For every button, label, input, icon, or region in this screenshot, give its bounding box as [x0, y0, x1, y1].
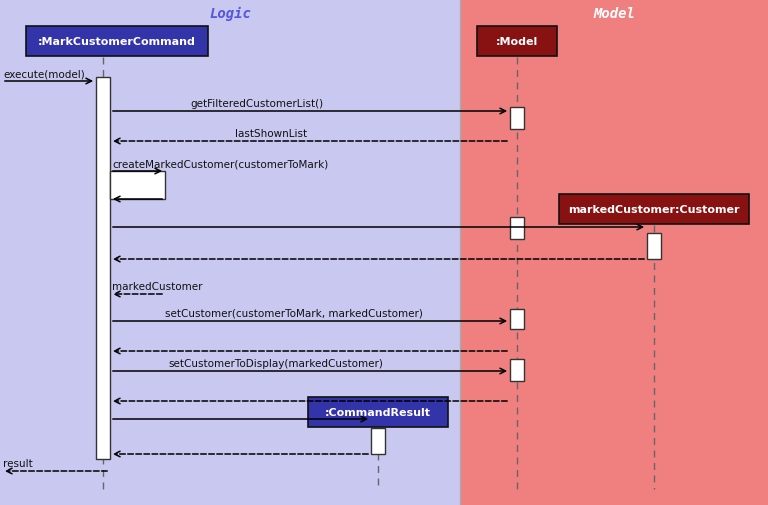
Bar — [510, 108, 524, 130]
Text: markedCustomer: markedCustomer — [112, 281, 203, 291]
Bar — [510, 218, 524, 239]
Bar — [477, 27, 557, 57]
Bar — [110, 172, 165, 199]
Text: Model: Model — [593, 7, 635, 21]
Text: createMarkedCustomer(customerToMark): createMarkedCustomer(customerToMark) — [112, 159, 328, 169]
Bar — [510, 359, 524, 381]
Bar — [308, 397, 448, 427]
Text: result: result — [3, 458, 33, 468]
Text: Logic: Logic — [209, 7, 251, 21]
Bar — [510, 310, 524, 329]
Bar — [26, 27, 208, 57]
Bar — [96, 78, 110, 459]
Text: :Model: :Model — [496, 37, 538, 47]
Text: markedCustomer:Customer: markedCustomer:Customer — [568, 205, 740, 215]
Text: :MarkCustomerCommand: :MarkCustomerCommand — [38, 37, 196, 47]
Bar — [371, 428, 385, 454]
Text: setCustomer(customerToMark, markedCustomer): setCustomer(customerToMark, markedCustom… — [165, 309, 423, 318]
Polygon shape — [0, 0, 460, 505]
Text: lastShownList: lastShownList — [235, 129, 307, 139]
Polygon shape — [460, 0, 768, 505]
Bar — [559, 194, 749, 225]
Text: getFilteredCustomerList(): getFilteredCustomerList() — [190, 99, 323, 109]
Bar — [647, 233, 661, 260]
Text: setCustomerToDisplay(markedCustomer): setCustomerToDisplay(markedCustomer) — [168, 358, 383, 368]
Text: :CommandResult: :CommandResult — [325, 407, 431, 417]
Text: execute(model): execute(model) — [3, 69, 84, 79]
